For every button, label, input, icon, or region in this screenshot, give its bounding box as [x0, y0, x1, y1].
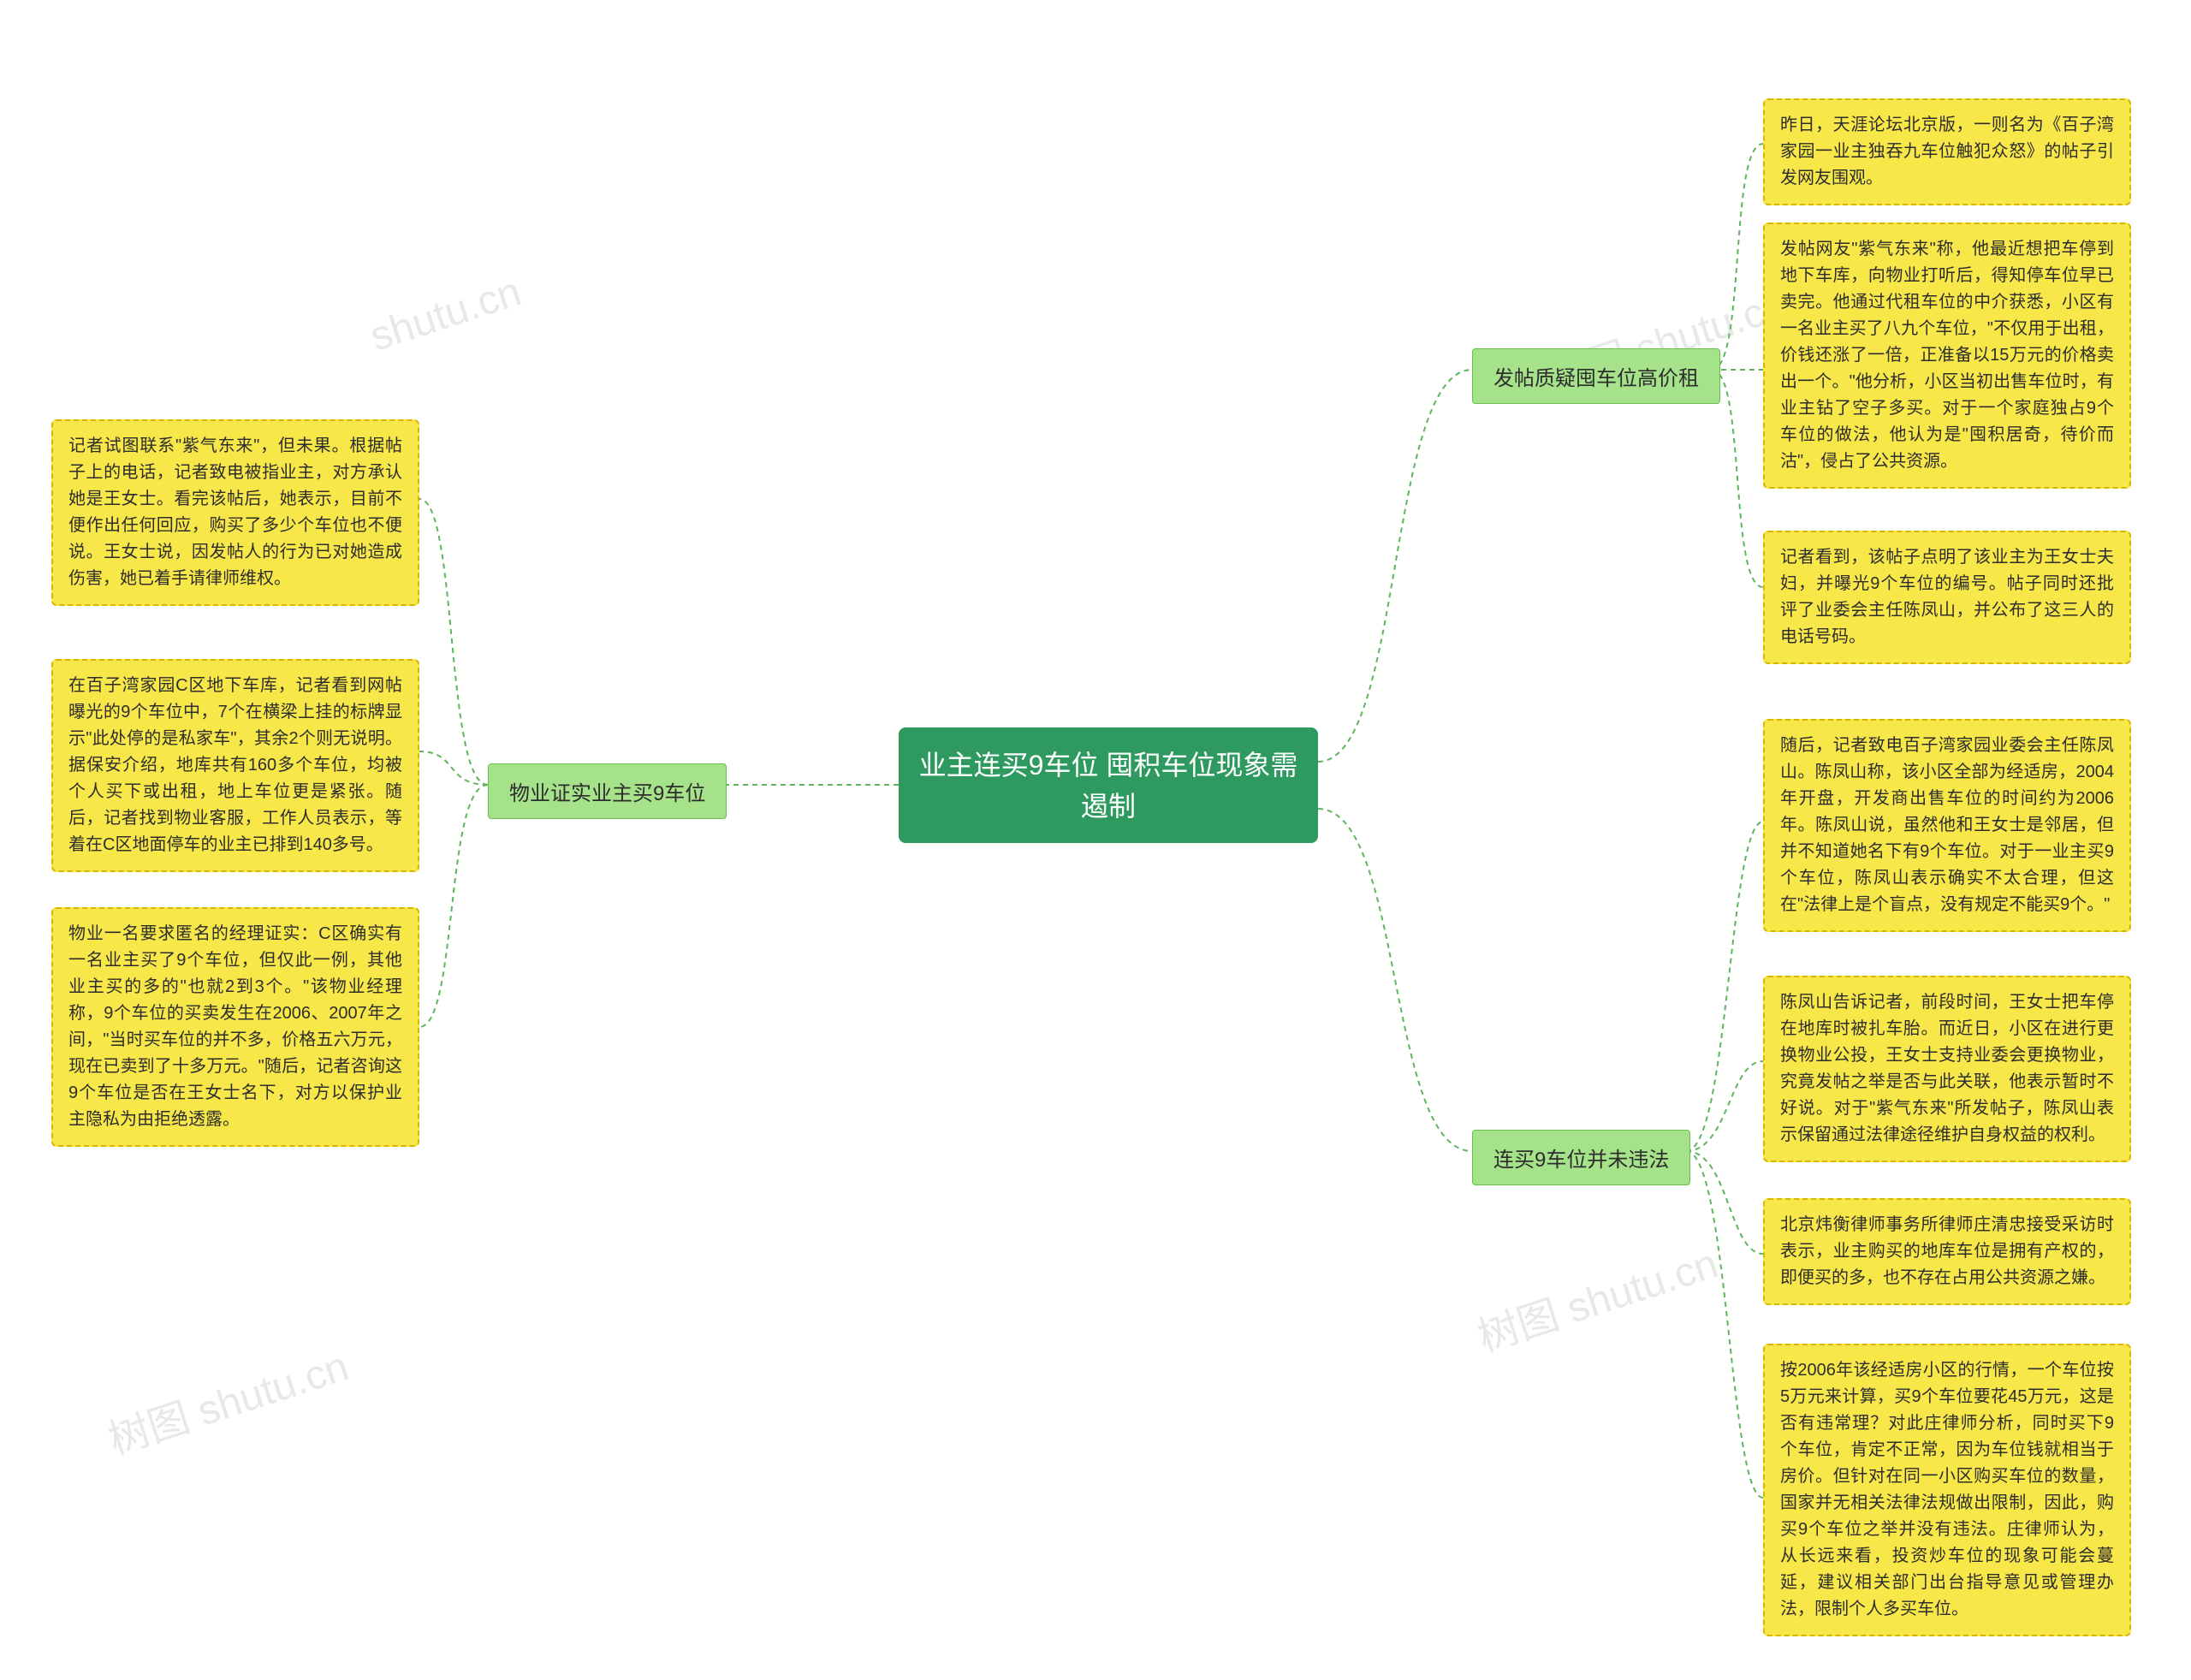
leaf-tianya-post[interactable]: 昨日，天涯论坛北京版，一则名为《百子湾家园一业主独吞九车位触犯众怒》的帖子引发网…: [1763, 98, 2131, 205]
leaf-contact-owner[interactable]: 记者试图联系"紫气东来"，但未果。根据帖子上的电话，记者致电被指业主，对方承认她…: [51, 419, 419, 606]
watermark: 树图 shutu.cn: [99, 1333, 354, 1466]
watermark: 树图 shutu.cn: [1469, 1230, 1724, 1363]
leaf-exposed-info[interactable]: 记者看到，该帖子点明了该业主为王女士夫妇，并曝光9个车位的编号。帖子同时还批评了…: [1763, 531, 2131, 664]
watermark: shutu.cn: [365, 268, 527, 360]
branch-property-confirms[interactable]: 物业证实业主买9车位: [488, 763, 727, 819]
branch-not-illegal[interactable]: 连买9车位并未违法: [1472, 1130, 1690, 1185]
leaf-committee-chair[interactable]: 随后，记者致电百子湾家园业委会主任陈凤山。陈凤山称，该小区全部为经适房，2004…: [1763, 719, 2131, 932]
leaf-poster-claims[interactable]: 发帖网友"紫气东来"称，他最近想把车停到地下车库，向物业打听后，得知停车位早已卖…: [1763, 223, 2131, 489]
leaf-garage-visit[interactable]: 在百子湾家园C区地下车库，记者看到网帖曝光的9个车位中，7个在横梁上挂的标牌显示…: [51, 659, 419, 872]
root-node[interactable]: 业主连买9车位 囤积车位现象需遏制: [899, 727, 1318, 843]
leaf-lawyer-analysis[interactable]: 按2006年该经适房小区的行情，一个车位按5万元来计算，买9个车位要花45万元，…: [1763, 1344, 2131, 1636]
leaf-manager-confirms[interactable]: 物业一名要求匿名的经理证实：C区确实有一名业主买了9个车位，但仅此一例，其他业主…: [51, 907, 419, 1147]
leaf-tire-incident[interactable]: 陈凤山告诉记者，前段时间，王女士把车停在地库时被扎车胎。而近日，小区在进行更换物…: [1763, 976, 2131, 1162]
leaf-lawyer-opinion[interactable]: 北京炜衡律师事务所律师庄清忠接受采访时表示，业主购买的地库车位是拥有产权的，即便…: [1763, 1198, 2131, 1305]
branch-post-questions[interactable]: 发帖质疑囤车位高价租: [1472, 348, 1720, 404]
